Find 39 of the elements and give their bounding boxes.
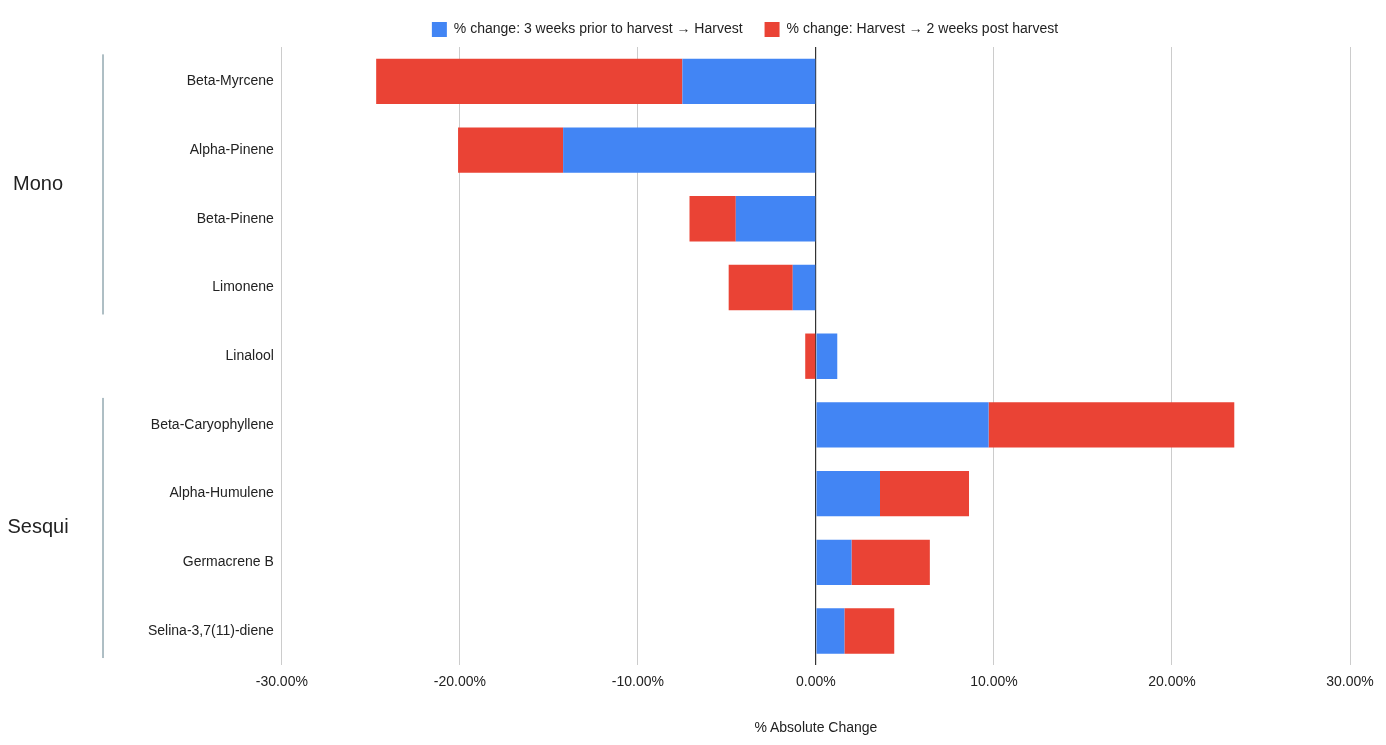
x-tick-label: -30.00% [255, 672, 308, 689]
y-tick-label: Alpha-Humulene [169, 484, 275, 501]
bar [563, 127, 816, 173]
legend-label: % change: 3 weeks prior to harvest → Harvest [453, 20, 743, 37]
text: Mono [12, 171, 64, 194]
x-tick-label: -10.00% [611, 672, 664, 689]
bar [735, 196, 816, 242]
bar [805, 333, 816, 379]
x-tick-label: 20.00% [1148, 672, 1196, 689]
y-tick-label: Selina-3,7(11)-diene [147, 621, 275, 638]
y-tick-label: Alpha-Pinene [189, 140, 275, 157]
bar [844, 608, 895, 654]
bar [816, 333, 838, 379]
y-tick-label: Beta-Caryophyllene [150, 415, 275, 432]
bar [376, 58, 683, 105]
bar [880, 470, 970, 517]
x-tick-label: -20.00% [433, 672, 486, 689]
text: Sesqui [7, 515, 69, 538]
bar [816, 402, 989, 448]
y-tick-label: Linalool [225, 347, 274, 364]
x-tick-label: 0.00% [796, 672, 836, 689]
bar [458, 127, 564, 173]
y-tick-label: Beta-Myrcene [186, 72, 275, 89]
bar [682, 58, 816, 105]
bar [816, 470, 880, 517]
x-tick-label: 30.00% [1326, 672, 1374, 689]
y-tick-label: Germacrene B [182, 553, 274, 570]
bar [851, 539, 930, 586]
bar [689, 196, 736, 242]
bar [988, 402, 1235, 448]
legend-label: % change: Harvest → 2 weeks post harvest [786, 20, 1059, 37]
bar [728, 264, 793, 311]
y-tick-label: Limonene [212, 278, 275, 295]
y-tick-label: Beta-Pinene [196, 209, 275, 226]
bar [816, 608, 845, 654]
bar [816, 539, 852, 586]
x-tick-label: 10.00% [970, 672, 1018, 689]
bar [792, 264, 816, 311]
x-axis-title: % Absolute Change [754, 719, 878, 736]
